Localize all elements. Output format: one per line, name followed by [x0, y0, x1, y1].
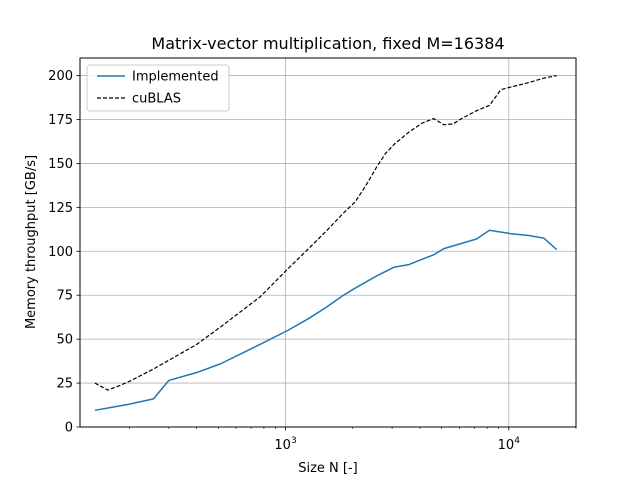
y-tick-label: 150: [48, 157, 73, 172]
series-line-implemented: [94, 229, 558, 412]
y-tick-label: 0: [65, 421, 73, 436]
x-axis-label: Size N [-]: [298, 461, 358, 476]
y-tick-label: 200: [48, 69, 73, 84]
y-tick-label: 175: [48, 113, 73, 128]
legend-label-cublas: cuBLAS: [132, 92, 181, 107]
x-tick-label: 103: [274, 436, 296, 453]
series-line-cublas: [94, 74, 557, 391]
axis-ticks: 0 25 50 75 100 125 150 175 200 103 104: [48, 69, 577, 453]
y-axis-label: Memory throughput [GB/s]: [24, 155, 39, 329]
y-tick-label: 50: [56, 333, 73, 348]
y-tick-label: 25: [56, 377, 73, 392]
plot-frame: [79, 57, 577, 428]
y-tick-label: 125: [48, 201, 73, 216]
y-tick-label: 75: [56, 289, 73, 304]
chart-title: Matrix-vector multiplication, fixed M=16…: [151, 34, 504, 53]
x-tick-label: 104: [498, 436, 521, 453]
legend: Implemented cuBLAS: [86, 64, 230, 112]
legend-label-implemented: Implemented: [132, 70, 219, 85]
y-tick-label: 100: [48, 245, 73, 260]
series-layer: [94, 74, 558, 412]
